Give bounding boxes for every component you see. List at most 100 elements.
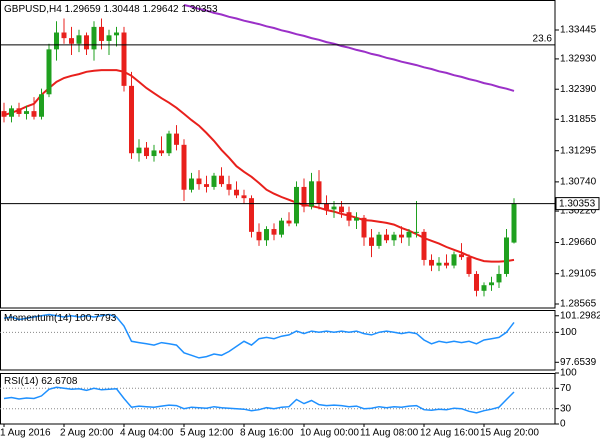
candle-body bbox=[136, 147, 142, 154]
moving-average bbox=[3, 69, 515, 263]
y-tick-label: 1.32930 bbox=[560, 54, 597, 65]
y-tick-label: 1.33445 bbox=[560, 25, 597, 36]
y-tick-label: 1.29660 bbox=[560, 237, 597, 248]
y-tick-label: 1.28565 bbox=[560, 299, 597, 310]
indicator-line bbox=[3, 313, 515, 359]
candle-body bbox=[151, 150, 157, 157]
candle-body bbox=[174, 133, 179, 145]
candle-body bbox=[354, 217, 359, 221]
candle-body bbox=[474, 273, 479, 291]
high: 1.30448 bbox=[104, 4, 141, 15]
x-tick-label: 12 Aug 16:00 bbox=[420, 428, 479, 439]
candle-body bbox=[264, 229, 269, 241]
candle-body bbox=[294, 186, 299, 224]
candle-body bbox=[226, 184, 232, 190]
candle-body bbox=[436, 262, 442, 266]
indicator-value: 100.7793 bbox=[75, 313, 117, 324]
candle-body bbox=[84, 35, 89, 50]
candle-body bbox=[249, 198, 254, 232]
candle-body bbox=[9, 108, 14, 117]
rsi-title: RSI(14) 62.6708 bbox=[4, 376, 78, 387]
candle-body bbox=[399, 234, 404, 238]
y-tick-label: 0 bbox=[560, 419, 566, 430]
y-tick-label: 30 bbox=[560, 403, 572, 414]
candle-body bbox=[496, 273, 502, 283]
x-tick-label: 5 Aug 12:00 bbox=[180, 428, 234, 439]
y-tick-label: 70 bbox=[560, 383, 572, 394]
candle-body bbox=[451, 254, 457, 266]
x-tick-label: 8 Aug 16:00 bbox=[240, 428, 294, 439]
open: 1.29659 bbox=[65, 4, 102, 15]
y-tick-label: 100 bbox=[560, 327, 577, 338]
x-tick-label: 15 Aug 20:00 bbox=[480, 428, 539, 439]
candle-body bbox=[54, 32, 59, 50]
rsi-plot bbox=[0, 386, 555, 414]
x-tick-label: 4 Aug 04:00 bbox=[120, 428, 174, 439]
candle-body bbox=[369, 237, 374, 246]
candle-body bbox=[31, 111, 37, 117]
candle-body bbox=[309, 181, 314, 207]
candle-body bbox=[301, 186, 307, 207]
candle-body bbox=[166, 133, 172, 154]
fib-label: 23.6 bbox=[533, 34, 553, 45]
candle-body bbox=[271, 229, 277, 235]
rsi-pane bbox=[0, 373, 556, 425]
candle-body bbox=[69, 38, 74, 44]
candle-body bbox=[331, 206, 337, 210]
x-tick-label: 2 Aug 20:00 bbox=[60, 428, 114, 439]
candle-body bbox=[61, 32, 67, 39]
candle-body bbox=[234, 189, 239, 196]
x-tick-label: 1 Aug 2016 bbox=[0, 428, 51, 439]
candle-body bbox=[219, 175, 224, 185]
momentum-title: Momentum(14) 100.7793 bbox=[4, 313, 117, 324]
candle-body bbox=[1, 111, 7, 117]
candle-body bbox=[361, 217, 367, 238]
candle-body bbox=[346, 212, 352, 221]
candle-body bbox=[121, 32, 127, 86]
candle-body bbox=[279, 220, 284, 235]
close: 1.30353 bbox=[181, 4, 218, 15]
candle-body bbox=[46, 49, 52, 95]
candle-body bbox=[286, 220, 292, 224]
candle-body bbox=[16, 108, 22, 114]
candle-body bbox=[466, 257, 472, 274]
x-tick-label: 10 Aug 00:00 bbox=[300, 428, 359, 439]
candle-body bbox=[429, 259, 434, 266]
y-tick-label: 97.6539 bbox=[560, 357, 597, 368]
candle-body bbox=[181, 144, 187, 190]
y-tick-label: 1.29105 bbox=[560, 268, 597, 279]
indicator-name: RSI(14) bbox=[4, 376, 38, 387]
indicator-value: 62.6708 bbox=[41, 376, 78, 387]
candle-body bbox=[204, 184, 209, 187]
x-tick-label: 11 Aug 08:00 bbox=[360, 428, 419, 439]
low: 1.29642 bbox=[142, 4, 179, 15]
candle-body bbox=[384, 234, 389, 241]
candle-body bbox=[444, 262, 449, 266]
candle-body bbox=[189, 178, 194, 190]
candle-body bbox=[481, 285, 487, 291]
candle-body bbox=[24, 111, 29, 114]
axes: 1.33445 1.32930 1.32390 1.31855 1.31295 1.307… bbox=[0, 25, 600, 439]
y-tick-label: 1.30740 bbox=[560, 177, 597, 188]
candle-body bbox=[241, 195, 247, 199]
price-box bbox=[555, 197, 600, 211]
header: GBPUSD,H4 1.29659 1.30448 1.29642 1.3035… bbox=[4, 4, 218, 15]
momentum-plot bbox=[0, 313, 555, 359]
y-tick-label: 101.2982 bbox=[560, 310, 600, 321]
candle-body bbox=[99, 26, 104, 41]
candle-body bbox=[511, 203, 517, 243]
candle-body bbox=[144, 147, 149, 157]
candle-body bbox=[39, 94, 44, 117]
moving-average bbox=[183, 4, 515, 92]
candle-body bbox=[324, 203, 329, 210]
candle-body bbox=[406, 231, 412, 238]
candle-body bbox=[211, 175, 217, 187]
candle-body bbox=[414, 231, 419, 233]
candle-body bbox=[504, 237, 509, 274]
indicator-name: Momentum(14) bbox=[4, 313, 72, 324]
candle-body bbox=[129, 85, 134, 154]
candle-body bbox=[159, 150, 164, 154]
candle-body bbox=[256, 231, 262, 241]
candle-body bbox=[106, 35, 112, 41]
candle-body bbox=[196, 178, 202, 185]
